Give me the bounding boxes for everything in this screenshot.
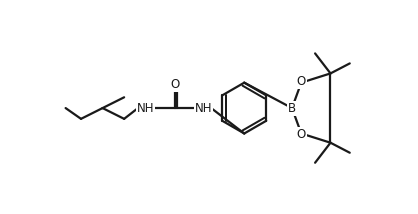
Text: O: O (297, 128, 306, 141)
Text: O: O (297, 75, 306, 88)
Text: NH: NH (137, 102, 154, 114)
Text: B: B (288, 102, 296, 114)
Text: O: O (170, 79, 180, 91)
Text: NH: NH (195, 102, 212, 114)
